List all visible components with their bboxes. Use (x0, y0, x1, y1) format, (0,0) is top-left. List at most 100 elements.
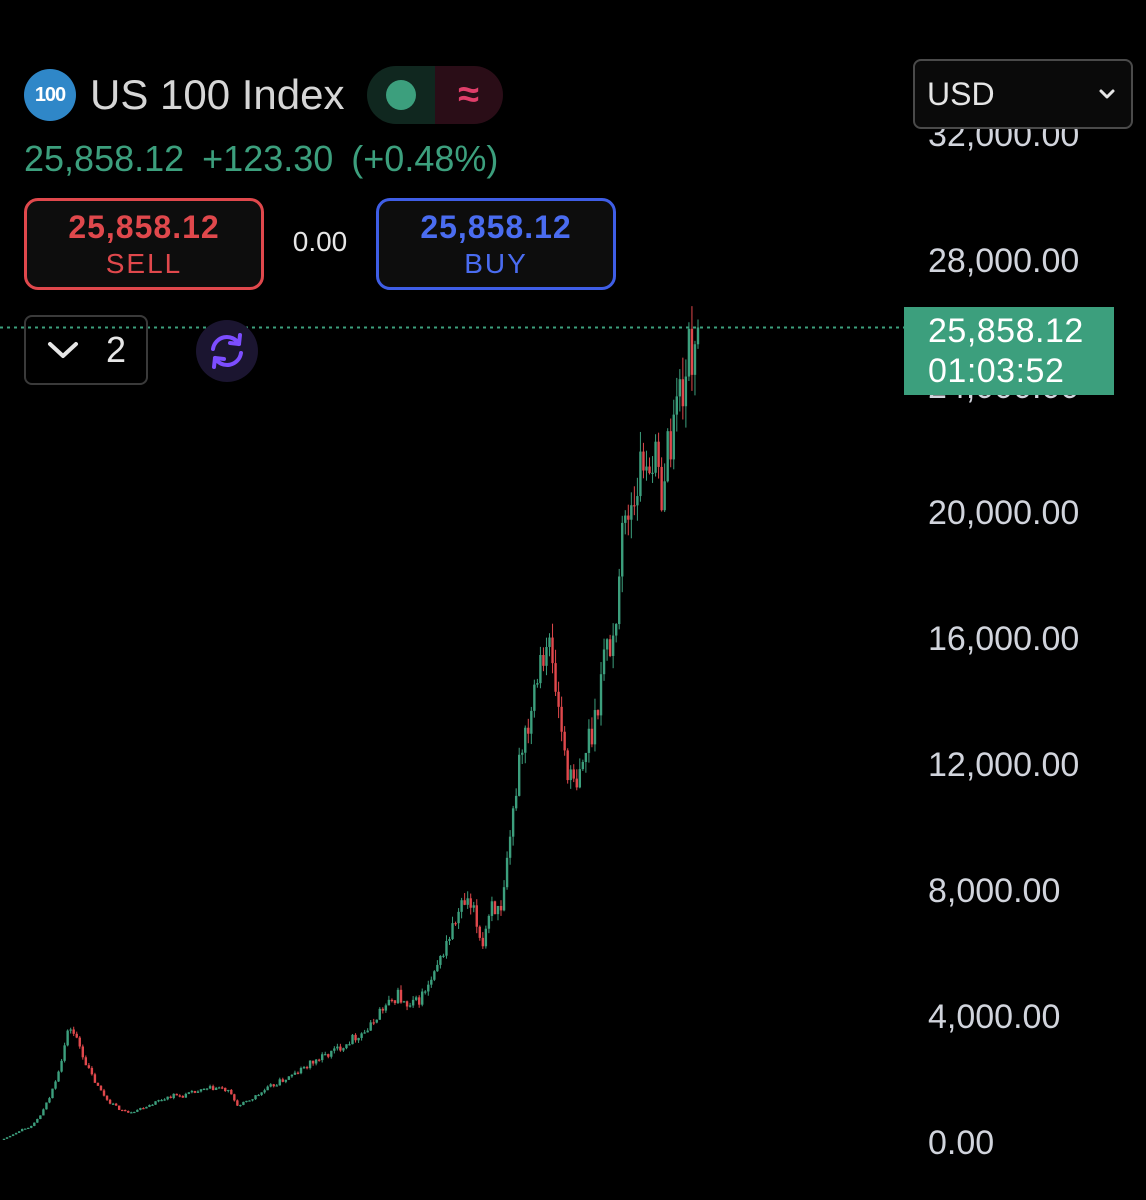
candle-body (417, 997, 421, 1005)
candle-body (278, 1079, 281, 1086)
candle-body (530, 710, 533, 734)
candle-body (242, 1101, 245, 1105)
candle-body (136, 1109, 139, 1112)
candle-body (411, 999, 415, 1006)
candle-body (351, 1034, 354, 1045)
candle-body (402, 1001, 406, 1003)
candle-body (611, 635, 615, 656)
candle-body (20, 1128, 24, 1132)
candle-body (687, 328, 691, 377)
last-price: 25,858.12 (24, 138, 185, 179)
candle-body (266, 1086, 269, 1091)
candle-body (321, 1054, 324, 1061)
symbol-name[interactable]: US 100 Index (90, 71, 345, 118)
candle-body (333, 1048, 336, 1051)
candle-body (660, 466, 663, 511)
candle-body (439, 955, 442, 965)
price-axis-label: 0.00 (928, 1124, 994, 1162)
candle-body (508, 836, 512, 858)
candle-body (581, 761, 585, 770)
candle-body (602, 649, 606, 675)
candle-body (481, 937, 485, 947)
candle-body (48, 1098, 51, 1103)
candle-body (260, 1092, 263, 1095)
candle-body (381, 1008, 385, 1011)
buy-label: BUY (464, 247, 528, 279)
candle-body (448, 939, 451, 941)
candle-body (372, 1022, 375, 1024)
candle-body (202, 1088, 206, 1091)
quote-line: 25,858.12 +123.30 (+0.48%) (24, 138, 516, 180)
candle-body (584, 752, 588, 762)
candle-body (5, 1137, 9, 1139)
candle-body (451, 923, 454, 940)
candle-body (642, 451, 645, 471)
market-open-indicator (366, 66, 435, 124)
candle-body (539, 654, 542, 684)
price-axis-label: 8,000.00 (928, 872, 1060, 910)
candle-body (421, 991, 424, 1005)
candle-body (663, 481, 666, 511)
sell-button[interactable]: 25,858.12 SELL (24, 198, 264, 290)
candle-body (545, 646, 548, 666)
candle-body (96, 1082, 100, 1086)
candle-body (563, 731, 566, 751)
candle-body (54, 1081, 57, 1089)
candle-body (199, 1089, 203, 1092)
candle-body (163, 1099, 166, 1101)
candle-body (499, 905, 503, 911)
candle-body (469, 898, 472, 908)
candle-body (557, 691, 560, 707)
candle-body (290, 1074, 294, 1077)
candle-body (390, 999, 394, 1002)
candle-body (693, 344, 697, 375)
candle-body (587, 728, 591, 753)
spread-value: 0.00 (292, 226, 348, 257)
candle-body (263, 1090, 266, 1093)
candle-body (654, 441, 657, 473)
candle-body (393, 1000, 397, 1004)
candle-body (111, 1103, 115, 1105)
indicators-count: 2 (105, 329, 127, 370)
candle-body (463, 900, 466, 905)
candle-body (193, 1090, 197, 1093)
candle-body (648, 466, 651, 474)
candle-body (2, 1138, 6, 1140)
candle-body (336, 1046, 339, 1049)
candle-body (621, 522, 624, 577)
candle-body (396, 989, 400, 1004)
candle-body (178, 1095, 181, 1097)
candle-body (33, 1122, 36, 1126)
sync-button[interactable] (196, 320, 258, 382)
candle-body (408, 1005, 412, 1007)
indicators-toggle-button[interactable]: 2 (24, 315, 148, 385)
candle-body (84, 1057, 88, 1066)
candle-body (214, 1087, 218, 1090)
candle-body (211, 1086, 215, 1090)
buy-button[interactable]: 25,858.12 BUY (376, 198, 616, 290)
candle-body (217, 1087, 221, 1089)
candle-body (375, 1019, 378, 1023)
candle-body (269, 1084, 272, 1087)
candle-body (151, 1104, 154, 1106)
currency-select[interactable]: USD (913, 59, 1133, 129)
candle-body (145, 1106, 148, 1109)
candle-body (599, 674, 603, 716)
candle-body (8, 1135, 12, 1138)
candle-body (696, 327, 700, 345)
candle-body (314, 1059, 318, 1064)
candle-countdown: 01:03:52 (928, 352, 1065, 390)
candle-body (517, 754, 521, 796)
candle-body (299, 1068, 303, 1074)
candle-body (72, 1029, 75, 1034)
sell-label: SELL (105, 247, 183, 279)
candle-body (224, 1087, 227, 1092)
candle-body (24, 1128, 27, 1130)
candle-body (627, 515, 630, 520)
candle-body (569, 769, 572, 781)
candle-body (551, 637, 554, 664)
price-axis-label: 4,000.00 (928, 998, 1060, 1036)
candle-body (521, 752, 524, 755)
market-status-pill[interactable]: ≈ (366, 66, 503, 124)
